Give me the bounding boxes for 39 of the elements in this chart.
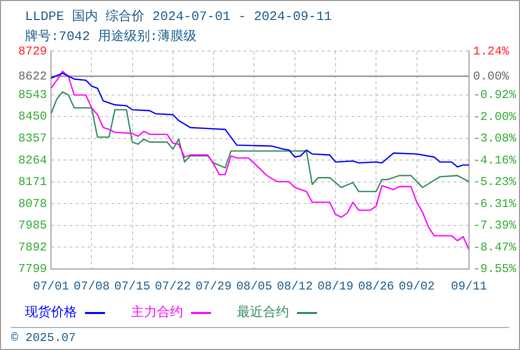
chart-subtitle: 牌号:7042 用途级别:薄膜级 bbox=[25, 28, 197, 45]
y-tick-label: 8543 bbox=[18, 88, 47, 102]
legend-label: 最近合约 bbox=[237, 305, 290, 320]
y-tick-label: 8264 bbox=[18, 153, 47, 168]
y-tick-label: 8450 bbox=[18, 110, 47, 124]
x-tick-label: 09/11 bbox=[450, 279, 488, 294]
x-tick-label: 07/22 bbox=[154, 279, 191, 294]
legend-label: 现货价格 bbox=[25, 305, 78, 320]
y2-tick-label: -5.23% bbox=[473, 174, 518, 189]
legend-label: 主力合约 bbox=[131, 305, 184, 320]
y2-tick-label: -8.47% bbox=[473, 240, 518, 254]
x-tick-label: 08/19 bbox=[317, 279, 354, 294]
y-tick-label: 7799 bbox=[18, 262, 47, 276]
chart-title: LLDPE 国内 综合价 2024-07-01 - 2024-09-11 bbox=[25, 8, 332, 25]
y2-tick-label: -3.08% bbox=[473, 132, 518, 146]
x-tick-label: 07/01 bbox=[32, 279, 70, 294]
y2-tick-label: -7.39% bbox=[473, 218, 518, 233]
y2-tick-label: -6.31% bbox=[473, 196, 518, 211]
y2-tick-label: -2.00% bbox=[473, 110, 518, 124]
y2-tick-label: -0.92% bbox=[473, 88, 518, 102]
x-tick-label: 08/12 bbox=[276, 279, 313, 294]
x-tick-label: 07/29 bbox=[196, 279, 232, 294]
x-tick-label: 08/26 bbox=[358, 279, 394, 294]
x-tick-label: 09/02 bbox=[398, 279, 435, 294]
y2-tick-label: 1.24% bbox=[473, 44, 510, 58]
x-tick-label: 08/05 bbox=[236, 279, 272, 294]
y-tick-label: 8171 bbox=[18, 175, 47, 190]
x-tick-label: 07/15 bbox=[114, 279, 150, 294]
y-tick-label: 7985 bbox=[18, 218, 47, 233]
text: © 2025.07 bbox=[11, 327, 509, 345]
y-tick-label: 8729 bbox=[18, 44, 47, 58]
y-tick-label: 8622 bbox=[18, 69, 47, 84]
x-tick-label: 07/08 bbox=[74, 279, 110, 294]
y2-tick-label: -9.55% bbox=[473, 262, 518, 276]
y2-tick-label: -4.16% bbox=[473, 153, 518, 168]
y-tick-label: 7892 bbox=[18, 240, 47, 254]
y-tick-label: 8078 bbox=[18, 196, 47, 211]
y2-tick-label: 0.00% bbox=[473, 69, 510, 84]
y-tick-label: 8357 bbox=[18, 131, 47, 146]
